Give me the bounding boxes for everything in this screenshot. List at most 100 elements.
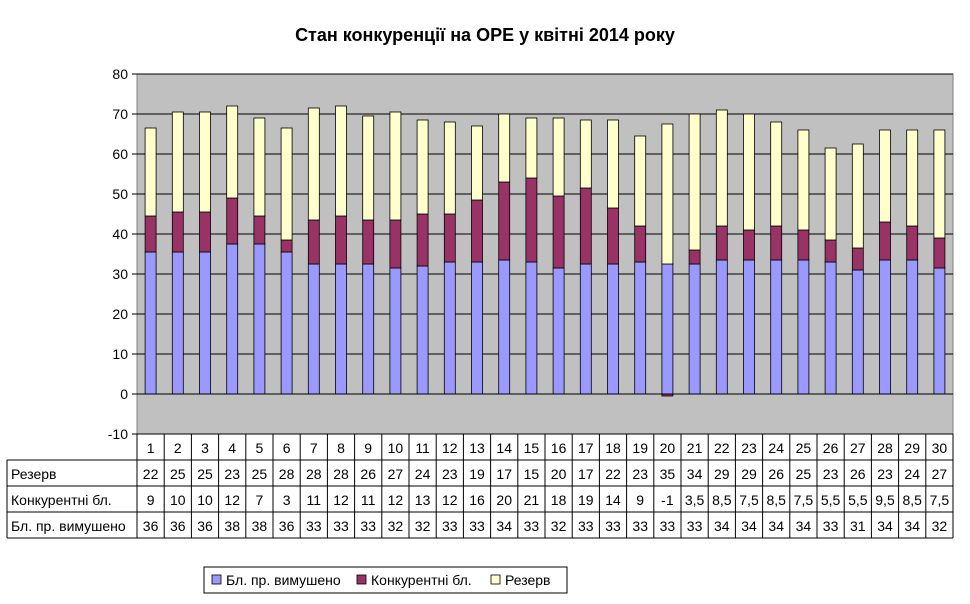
competitive-cell: 10 [170,492,186,508]
bar-segment [443,121,456,215]
bar-segment [607,119,619,209]
bar-segment [851,143,864,249]
category-cell: 21 [687,440,703,456]
reserve-cell: 26 [360,466,376,482]
reserve-cell: 25 [197,466,213,482]
bar-segment [253,215,266,245]
chart-title: Стан конкуренції на ОРЕ у квітні 2014 ро… [295,25,675,45]
reserve-cell: 24 [415,466,431,482]
y-tick-label: 10 [112,346,128,362]
bar-segment [661,263,674,395]
y-tick-label: 50 [112,186,128,202]
bar-segment [552,267,565,395]
bar-segment [715,259,728,395]
bar-segment [525,117,538,179]
bar-segment [280,251,293,395]
competitive-cell: 9 [636,492,644,508]
category-cell: 15 [524,440,540,456]
forced-cell: 36 [197,518,213,534]
reserve-cell: 28 [306,466,322,482]
competitive-cell: 19 [578,492,594,508]
bar-segment [797,259,810,395]
forced-cell: 32 [388,518,404,534]
bar-segment [879,129,891,223]
bar-segment [525,177,538,263]
competitive-cell: 11 [361,492,376,508]
category-cell: 18 [605,440,621,456]
reserve-cell: 26 [768,466,784,482]
forced-cell: 34 [904,518,920,534]
category-cell: 20 [660,440,676,456]
bar-segment [933,129,946,239]
competitive-cell: 13 [415,492,431,508]
y-tick-label: -10 [108,426,128,442]
bar-segment [498,113,511,183]
bar-segment [634,135,647,227]
reserve-cell: 25 [170,466,186,482]
competitive-cell: 5,5 [821,492,841,508]
bar-segment [443,213,456,263]
competitive-cell: 12 [442,492,458,508]
y-tick-label: 0 [120,386,128,402]
bar-segment [226,105,239,199]
bar-segment [525,261,538,395]
competitive-cell: 12 [224,492,240,508]
forced-cell: 34 [741,518,757,534]
bar-segment [144,251,157,395]
bar-segment [253,243,266,395]
bar-segment [171,211,184,253]
reserve-cell: 19 [469,466,485,482]
reserve-cell: 22 [605,466,621,482]
reserve-cell: 29 [714,466,730,482]
reserve-cell: 17 [578,466,594,482]
reserve-cell: 28 [333,466,349,482]
bar-segment [335,105,347,217]
bar-segment [770,121,783,227]
competitive-cell: 18 [551,492,567,508]
forced-cell: 33 [632,518,648,534]
bar-segment [688,249,701,265]
category-cell: 13 [469,440,485,456]
reserve-cell: 23 [442,466,458,482]
category-cell: 27 [850,440,866,456]
bar-segment [199,111,211,213]
reserve-cell: 17 [496,466,512,482]
competitive-cell: 9 [147,492,155,508]
bar-segment [362,115,375,221]
legend-label: Конкурентні бл. [371,572,472,588]
bar-segment [797,229,810,261]
legend-label: Бл. пр. вимушено [226,572,341,588]
legend-swatch [211,574,222,585]
bar-segment [389,111,402,221]
category-cell: 16 [551,440,567,456]
forced-cell: 33 [660,518,676,534]
forced-cell: 33 [469,518,485,534]
bar-segment [144,215,157,253]
category-cell: 24 [768,440,784,456]
forced-cell: 32 [551,518,567,534]
bar-segment [579,119,592,189]
bar-segment [879,221,891,261]
bar-segment [199,251,211,395]
bar-segment [607,207,619,265]
bar-segment [688,113,701,251]
competitive-cell: 11 [307,492,322,508]
reserve-cell: 23 [632,466,648,482]
bar-segment [498,259,511,395]
reserve-cell: 25 [796,466,812,482]
forced-cell: 33 [524,518,540,534]
y-tick-label: 70 [112,106,128,122]
forced-cell: 34 [496,518,512,534]
competitive-cell: 7,5 [930,492,950,508]
bar-segment [471,125,483,201]
reserve-cell: 27 [388,466,404,482]
bar-segment [335,215,347,265]
bar-segment [416,265,429,395]
reserve-cell: 23 [224,466,240,482]
reserve-cell: 15 [524,466,540,482]
bar-segment [471,199,483,263]
bar-segment [226,197,239,245]
bar-segment [715,109,728,227]
category-cell: 25 [796,440,812,456]
